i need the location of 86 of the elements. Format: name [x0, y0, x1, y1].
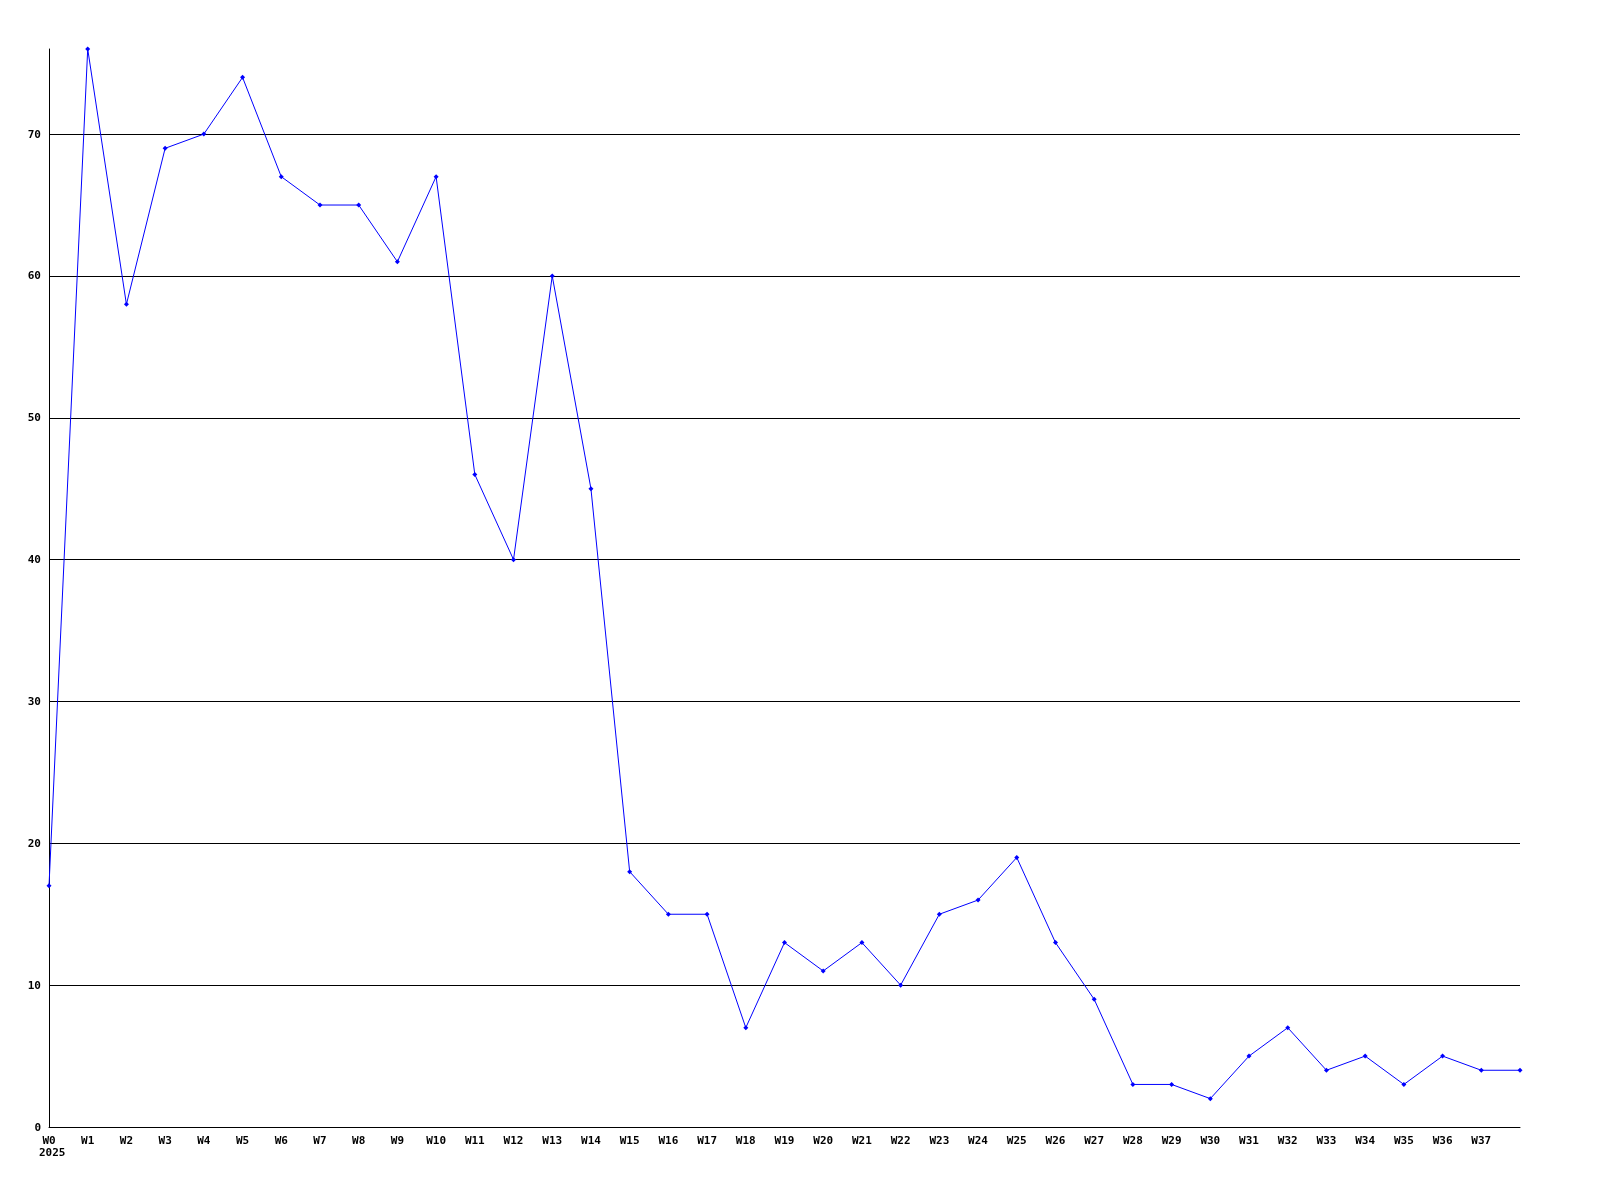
point — [1207, 1096, 1213, 1102]
point — [665, 911, 671, 917]
x-tick-label: W30 — [1200, 1134, 1221, 1147]
y-tick-label: 0 — [34, 1120, 41, 1134]
x-tick-label: W15 — [619, 1134, 640, 1147]
y-tick-label: 40 — [27, 553, 41, 567]
point — [1517, 1067, 1523, 1073]
point — [782, 940, 787, 946]
x-tick-label: W27 — [1084, 1134, 1105, 1147]
x-tick-label: W5 — [235, 1134, 250, 1147]
point — [1285, 1025, 1291, 1031]
x-tick-label: W6 — [274, 1134, 289, 1147]
point — [472, 472, 478, 478]
x-tick-label: W37 — [1471, 1134, 1492, 1147]
x-tick-label: W14 — [581, 1134, 602, 1147]
x-tick-label: W24 — [968, 1134, 989, 1147]
point — [588, 486, 594, 492]
x-tick-label: W28 — [1122, 1134, 1143, 1147]
point — [1246, 1053, 1252, 1059]
x-tick-label: W0 — [42, 1134, 56, 1147]
x-tick-label: W9 — [390, 1134, 405, 1147]
point — [123, 301, 129, 307]
point — [627, 869, 633, 875]
point — [1401, 1081, 1407, 1087]
point — [1323, 1067, 1329, 1073]
point — [1052, 940, 1058, 946]
y-tick-label: 60 — [27, 269, 41, 283]
point — [46, 883, 52, 889]
point — [201, 131, 207, 137]
point — [1362, 1053, 1368, 1059]
x-tick-label: W20 — [813, 1134, 834, 1147]
x-tick-label: W18 — [735, 1134, 756, 1147]
text: 2025 — [39, 1146, 66, 1159]
x-tick-label: W1 — [81, 1134, 95, 1147]
x-tick-label: W11 — [464, 1134, 486, 1147]
x-tick-label: W21 — [851, 1134, 873, 1147]
point — [317, 202, 323, 208]
point — [1440, 1053, 1446, 1059]
point — [356, 202, 362, 208]
x-tick-label: W26 — [1045, 1134, 1066, 1147]
point — [859, 940, 865, 946]
point — [1169, 1081, 1175, 1087]
x-tick-label: W19 — [774, 1134, 795, 1147]
x-tick-label: W34 — [1355, 1134, 1376, 1147]
y-tick-label: 10 — [27, 978, 41, 992]
point — [820, 968, 826, 974]
y-tick-label: 30 — [27, 694, 41, 708]
x-tick-label: W2 — [119, 1134, 134, 1147]
x-tick-label: W22 — [890, 1134, 911, 1147]
point — [511, 557, 517, 563]
point — [704, 911, 710, 917]
point — [240, 74, 246, 80]
point — [549, 273, 555, 279]
x-tick-label: W23 — [929, 1134, 950, 1147]
y-tick-label: 20 — [27, 836, 41, 850]
x-tick-label: W29 — [1161, 1134, 1182, 1147]
x-tick-label: W32 — [1277, 1134, 1298, 1147]
point — [936, 911, 942, 917]
x-tick-label: W8 — [352, 1134, 366, 1147]
x-tick-label: W25 — [1006, 1134, 1027, 1147]
x-tick-label: W13 — [542, 1134, 563, 1147]
point — [1130, 1081, 1136, 1087]
point — [898, 982, 904, 988]
x-tick-label: W17 — [697, 1134, 718, 1147]
x-tick-label: W35 — [1393, 1134, 1414, 1147]
y-tick-label: 50 — [27, 411, 41, 425]
x-tick-label: W12 — [503, 1134, 524, 1147]
point — [743, 1025, 749, 1031]
point — [162, 145, 168, 151]
point — [85, 46, 91, 52]
point — [1014, 855, 1020, 860]
x-tick-label: W36 — [1432, 1134, 1453, 1147]
x-tick-label: W31 — [1239, 1134, 1260, 1147]
point — [433, 174, 439, 180]
point — [278, 174, 284, 180]
x-tick-label: W33 — [1316, 1134, 1337, 1147]
x-tick-label: W10 — [426, 1134, 447, 1147]
x-tick-label: W7 — [313, 1134, 327, 1147]
x-tick-label: W16 — [658, 1134, 679, 1147]
point — [975, 897, 981, 903]
point — [394, 259, 400, 265]
y-tick-label: 70 — [27, 127, 41, 141]
x-tick-label: W3 — [158, 1134, 172, 1147]
x-tick-label: W4 — [197, 1134, 211, 1147]
point — [1478, 1067, 1484, 1073]
point — [1091, 996, 1097, 1002]
